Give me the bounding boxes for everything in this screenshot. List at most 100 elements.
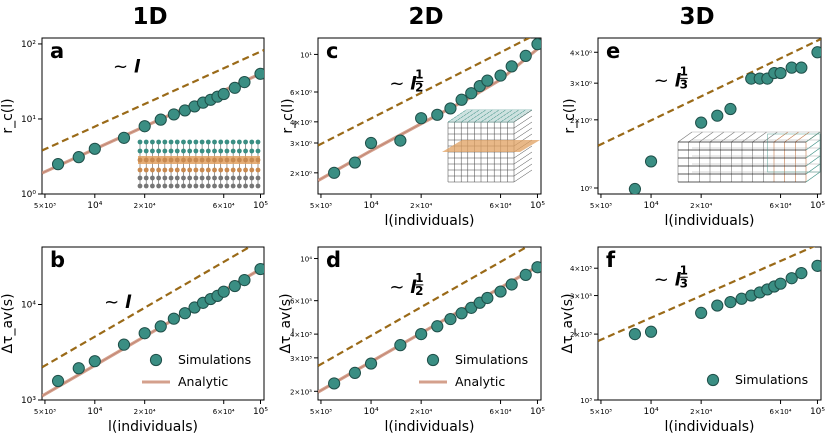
y-axis-label: Δτ_av(s) [0, 293, 16, 353]
lattice-node [218, 183, 224, 189]
lattice-plane [442, 140, 540, 152]
lattice-node [224, 139, 230, 145]
sim-point [644, 155, 658, 168]
sim-point [795, 266, 808, 280]
y-tick-label: 6×10⁰ [290, 89, 312, 97]
lattice-node [230, 167, 236, 173]
sim-point [328, 166, 341, 179]
lattice-node [137, 157, 143, 163]
y-axis-label: r_c(l) [280, 98, 296, 133]
lattice-bond [513, 163, 533, 177]
lattice-node [187, 167, 193, 173]
x-tick-label: 6×10⁴ [770, 202, 792, 210]
sim-point [415, 112, 428, 125]
sim-point [811, 259, 821, 272]
y-axis-label: Δτ_av(s) [560, 293, 576, 353]
legend: Simulations Analytic [142, 352, 251, 389]
lattice-node [137, 167, 143, 173]
x-tick-label: 5×10³ [34, 408, 56, 416]
scaling-variable: l [675, 70, 682, 91]
lattice-node [236, 139, 242, 145]
lattice-node [243, 183, 248, 189]
sim-point [644, 325, 658, 338]
scaling-variable: l [134, 56, 141, 77]
lattice-node [168, 157, 174, 163]
lattice-node [193, 139, 199, 145]
sim-point [328, 377, 341, 390]
lattice-node [205, 139, 211, 145]
lattice-node [137, 139, 143, 145]
lattice-node [150, 167, 155, 173]
panel-label: b [50, 248, 65, 272]
lattice-node [224, 157, 230, 163]
inset-2d-lattice [442, 109, 540, 183]
sim-point [217, 87, 230, 101]
y-tick-label: 10¹ [300, 51, 312, 59]
lattice-node [230, 157, 236, 163]
x-axis-label: l(individuals) [664, 419, 754, 434]
lattice-node [137, 175, 143, 181]
x-tick-label: 2×10⁴ [134, 202, 156, 210]
scaling-annotation: ~ l [389, 277, 417, 298]
sim-point [51, 158, 65, 171]
scaling-annotation: ~ l [389, 73, 417, 94]
lattice-bond [752, 131, 767, 143]
lattice-node [218, 139, 224, 145]
y-tick-label: 10¹ [21, 115, 36, 125]
column-header-2d: 2D [408, 4, 443, 30]
lattice-node [181, 139, 186, 145]
x-tick-label: 6×10⁴ [490, 202, 512, 210]
sim-point [695, 306, 708, 319]
y-tick-label: 2×10³ [570, 331, 592, 339]
lattice-node [162, 148, 168, 154]
panel-label: d [326, 248, 341, 272]
guide-line [598, 247, 816, 343]
lattice-node [243, 148, 248, 154]
x-tick-label: 2×10⁴ [690, 202, 712, 210]
sim-point [394, 339, 407, 352]
lattice-node [199, 183, 205, 189]
sim-point [431, 320, 444, 333]
lattice-node [236, 183, 242, 189]
lattice-node [143, 175, 149, 181]
sim-point [178, 307, 192, 320]
scaling-exponent-num: 1 [680, 263, 688, 277]
plot-area [42, 49, 264, 175]
sim-point [254, 262, 264, 276]
lattice-node [205, 167, 211, 173]
sim-point [494, 69, 507, 82]
x-tick-label: 10⁴ [364, 201, 379, 211]
lattice-node [162, 139, 168, 145]
lattice-node [236, 157, 242, 163]
sim-point [774, 277, 787, 290]
lattice-node [187, 148, 193, 154]
lattice-node [156, 157, 162, 163]
lattice-node [255, 167, 261, 173]
scaling-exponent-den: 2 [415, 284, 423, 298]
axes-frame [317, 246, 542, 401]
x-tick-label: 10⁴ [644, 201, 659, 211]
panel-c: 5×10³ 10⁴ 2×10⁴ 6×10⁴ 10⁵ 2×10⁰ 3×10⁰ 4×10⁰ 6×10… [280, 37, 545, 229]
lattice-node [230, 175, 236, 181]
legend: Simulations [706, 372, 808, 387]
lattice-node [187, 183, 193, 189]
x-tick-label: 6×10⁴ [213, 202, 235, 210]
lattice-bond [513, 145, 533, 159]
guide-line [42, 247, 252, 369]
inset-1d-lattice [137, 139, 261, 189]
sim-point [455, 307, 468, 320]
legend-label: Simulations [735, 372, 808, 387]
scaling-variable: l [410, 73, 417, 94]
sim-point [72, 151, 85, 164]
sim-point [88, 142, 101, 155]
lattice-node [243, 157, 248, 163]
lattice-node [181, 183, 186, 189]
lattice-bond [513, 115, 533, 129]
x-axis-label: l(individuals) [664, 213, 754, 229]
y-tick-label: 2×10³ [290, 388, 312, 396]
lattice-node [150, 148, 155, 154]
sim-point [481, 74, 494, 87]
sim-point [364, 357, 378, 370]
y-axis-label: r_c(l) [0, 98, 16, 133]
lattice-node [187, 157, 193, 163]
